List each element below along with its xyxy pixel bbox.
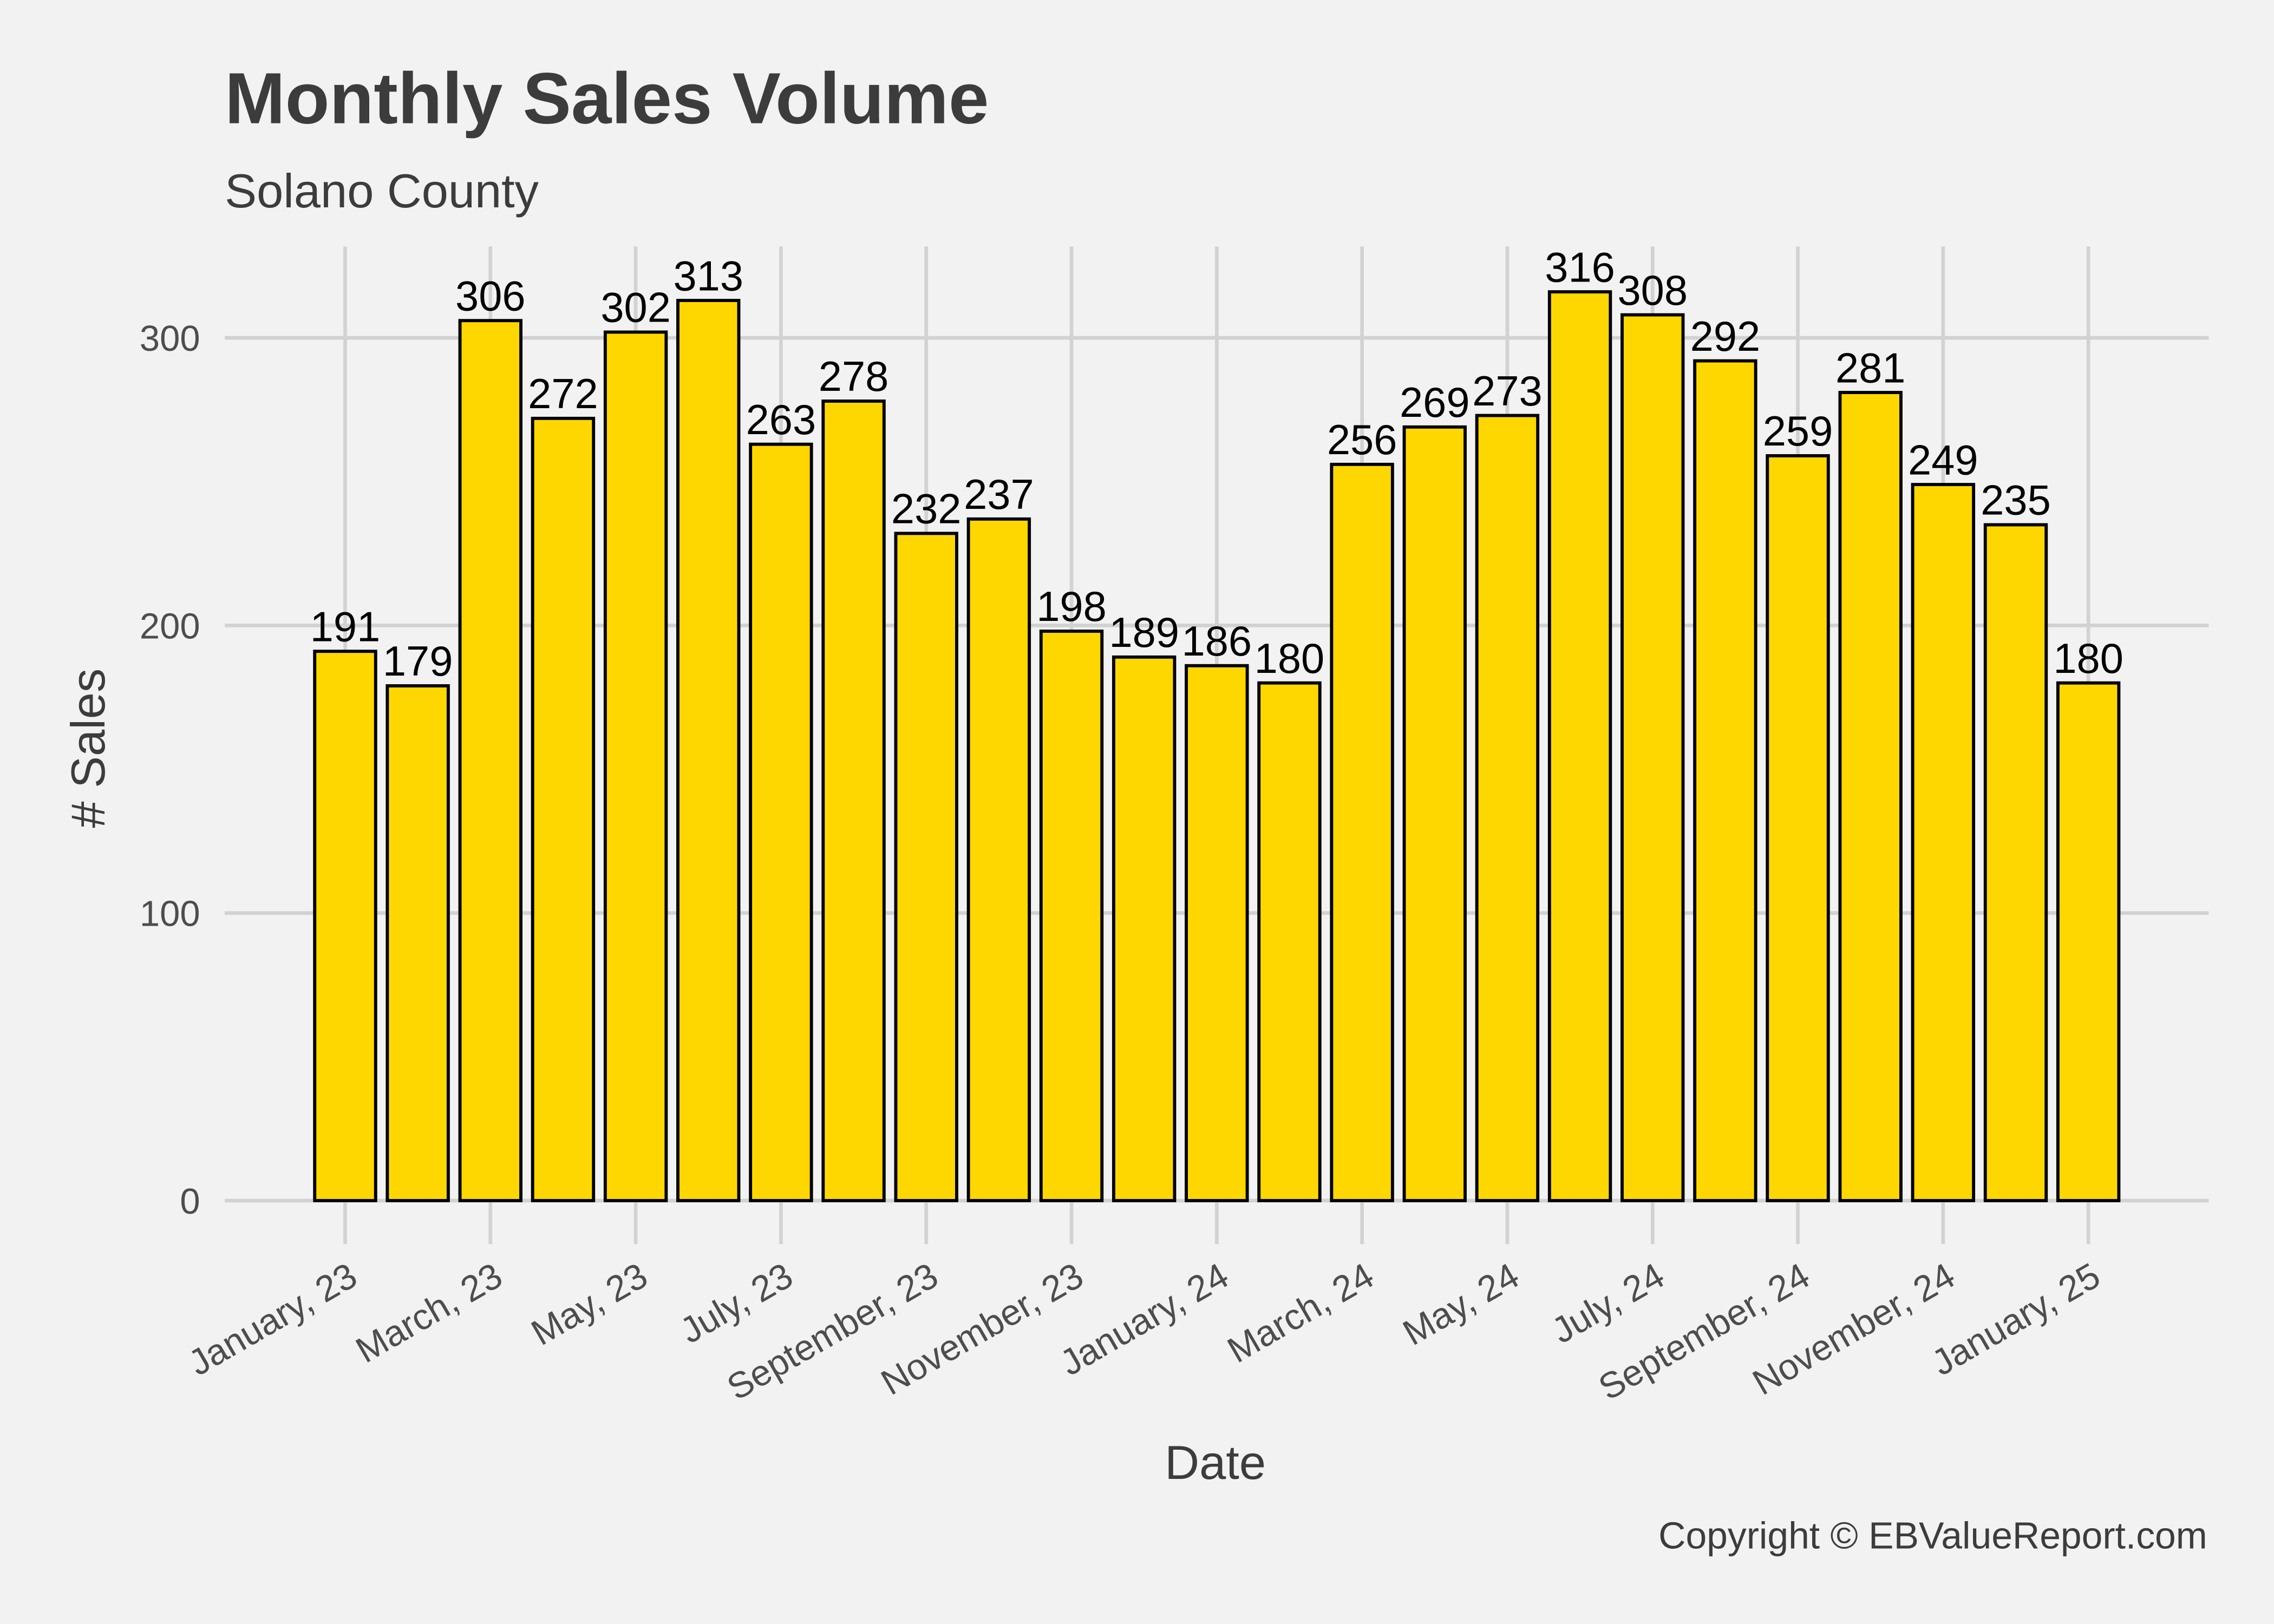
bar-value-label: 232 bbox=[891, 486, 962, 533]
bar bbox=[1693, 359, 1757, 1202]
bar-value-label: 191 bbox=[310, 604, 381, 650]
bar-value-label: 263 bbox=[746, 397, 816, 443]
y-axis-title: # Sales bbox=[61, 669, 115, 828]
bar-value-label: 273 bbox=[1472, 368, 1543, 415]
bar-value-label: 189 bbox=[1109, 610, 1179, 656]
bar-value-label: 306 bbox=[455, 273, 526, 319]
y-tick-label: 0 bbox=[180, 1181, 200, 1222]
bar-value-label: 302 bbox=[600, 285, 671, 331]
bar-value-label: 180 bbox=[2053, 636, 2123, 682]
bar bbox=[385, 684, 450, 1202]
bar bbox=[894, 532, 958, 1202]
bar bbox=[1911, 483, 1976, 1202]
bar bbox=[1257, 681, 1322, 1202]
bar bbox=[1330, 462, 1394, 1202]
bar-value-label: 180 bbox=[1254, 636, 1325, 682]
chart-title: Monthly Sales Volume bbox=[225, 58, 989, 139]
bar bbox=[749, 442, 813, 1202]
bar-value-label: 269 bbox=[1400, 379, 1470, 426]
bar bbox=[531, 416, 596, 1202]
bar bbox=[1112, 655, 1177, 1202]
bar-value-label: 198 bbox=[1036, 584, 1107, 630]
bar-value-label: 292 bbox=[1690, 313, 1761, 360]
bar-value-label: 179 bbox=[383, 638, 453, 685]
bar bbox=[1547, 290, 1612, 1202]
bar bbox=[1766, 454, 1830, 1202]
bar-value-label: 272 bbox=[528, 371, 598, 417]
bar bbox=[1838, 391, 1903, 1202]
bar-value-label: 237 bbox=[964, 472, 1034, 518]
bar bbox=[603, 330, 668, 1202]
chart-subtitle: Solano County bbox=[225, 164, 539, 218]
bar bbox=[1402, 425, 1467, 1202]
bar-value-label: 186 bbox=[1182, 618, 1252, 665]
bar bbox=[1039, 630, 1104, 1202]
bar-value-label: 249 bbox=[1908, 437, 1978, 483]
bar bbox=[458, 319, 522, 1202]
bar bbox=[1185, 664, 1249, 1202]
bar-value-label: 278 bbox=[819, 353, 889, 400]
y-tick-label: 100 bbox=[140, 894, 200, 934]
bar-value-label: 259 bbox=[1763, 408, 1833, 455]
bar-value-label: 313 bbox=[673, 253, 743, 299]
bar-value-label: 316 bbox=[1545, 244, 1615, 291]
y-axis-ticks: 0 100 200 300 bbox=[140, 318, 200, 1222]
bar bbox=[2056, 681, 2121, 1202]
bar bbox=[1475, 414, 1540, 1202]
bar-value-label: 281 bbox=[1835, 345, 1906, 391]
bar bbox=[676, 299, 741, 1202]
bar bbox=[1620, 313, 1685, 1202]
bar bbox=[1983, 523, 2048, 1202]
bar-value-label: 235 bbox=[1981, 477, 2051, 524]
y-tick-label: 300 bbox=[140, 318, 200, 359]
bar bbox=[966, 517, 1031, 1202]
bar-value-label: 256 bbox=[1327, 417, 1397, 463]
copyright-caption: Copyright © EBValueReport.com bbox=[1658, 1515, 2207, 1557]
bar bbox=[821, 400, 886, 1202]
bar bbox=[313, 650, 377, 1202]
x-axis-title: Date bbox=[1165, 1436, 1266, 1489]
bar-value-label: 308 bbox=[1617, 267, 1688, 314]
y-tick-label: 200 bbox=[140, 606, 200, 646]
